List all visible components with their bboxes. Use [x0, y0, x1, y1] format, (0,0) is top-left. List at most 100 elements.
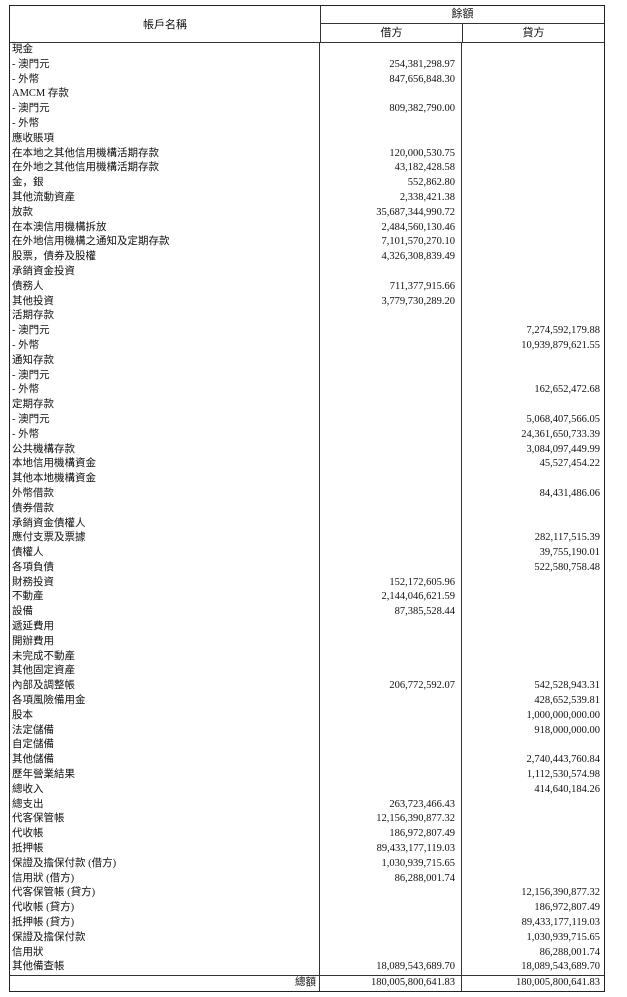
account-name: 其他固定資產 [10, 664, 320, 680]
total-row: 總額 180,005,800,641.83 180,005,800,641.83 [10, 975, 604, 991]
table-row: 金，銀 552,862.80 [10, 176, 604, 191]
credit-amount [462, 250, 604, 265]
debit-amount [320, 338, 462, 354]
credit-amount [462, 265, 604, 280]
debit-amount [320, 353, 462, 369]
debit-amount: 206,772,592.07 [320, 679, 462, 695]
debit-amount: 120,000,530.75 [320, 146, 462, 162]
table-row: - 澳門元 809,382,790.00 [10, 102, 604, 117]
account-name: 定期存款 [10, 398, 320, 413]
table-row: 保證及擔保付款 1,030,939,715.65 [10, 930, 604, 946]
debit-amount [320, 531, 462, 547]
table-row: 活期存款 [10, 309, 604, 325]
debit-amount: 552,862.80 [320, 176, 462, 191]
table-row: 各項負債 522,580,758.48 [10, 560, 604, 576]
credit-amount: 3,084,097,449.99 [526, 443, 601, 455]
credit-amount: 89,433,177,119.03 [521, 917, 600, 929]
debit-amount: 18,089,543,689.70 [320, 960, 462, 976]
table-row: 其他本地機構資金 [10, 472, 604, 487]
credit-amount: 86,288,001.74 [539, 946, 600, 958]
account-name: 總支出 [10, 797, 320, 813]
credit-amount: 18,089,543,689.70 [521, 961, 600, 973]
account-name: 不動產 [10, 590, 320, 606]
account-name: 代收帳 [10, 827, 320, 843]
debit-amount [320, 620, 462, 635]
table-row: - 澳門元 254,381,298.97 [10, 57, 604, 73]
credit-amount [462, 827, 604, 842]
account-name: 其他投資 [10, 294, 320, 310]
debit-amount [320, 412, 462, 428]
account-name: 內部及調整帳 [10, 679, 320, 695]
table-row: 在外地之其他信用機構活期存款 43,182,428.58 [10, 161, 604, 177]
debit-amount [320, 457, 462, 473]
credit-amount: 1,000,000,000.00 [526, 709, 601, 721]
debit-amount [320, 782, 462, 798]
debit-amount [320, 708, 462, 724]
table-row: 設備 87,385,528.44 [10, 605, 604, 621]
account-name: 其他流動資產 [10, 190, 320, 206]
debit-amount [320, 886, 462, 902]
debit-amount: 43,182,428.58 [320, 161, 462, 177]
table-row: - 外幣 847,656,848.30 [10, 72, 604, 88]
table-row: 現金 [10, 43, 604, 58]
credit-amount [462, 369, 604, 384]
debit-amount: 86,288,001.74 [320, 871, 462, 887]
credit-amount: 414,640,184.26 [534, 783, 600, 795]
table-row: 信用狀 (借方) 86,288,001.74 [10, 871, 604, 887]
table-row: 不動產 2,144,046,621.59 [10, 590, 604, 606]
table-row: 放款 35,687,344,990.72 [10, 205, 604, 221]
debit-amount: 87,385,528.44 [320, 605, 462, 621]
credit-amount [462, 191, 604, 206]
table-row: 代收帳 (貸方) 186,972,807.49 [10, 901, 604, 917]
table-row: 財務投資 152,172,605.96 [10, 575, 604, 591]
account-name: 抵押帳 [10, 842, 320, 857]
debit-amount: 2,484,560,130.46 [320, 220, 462, 236]
account-name: 金，銀 [10, 176, 320, 191]
debit-amount: 711,377,915.66 [320, 279, 462, 295]
account-name: - 外幣 [10, 427, 320, 443]
account-name: 自定儲備 [10, 738, 320, 754]
debit-amount [320, 427, 462, 443]
table-row: 股本 1,000,000,000.00 [10, 708, 604, 724]
table-row: 信用狀 86,288,001.74 [10, 945, 604, 961]
credit-amount: 918,000,000.00 [534, 724, 600, 736]
debit-amount: 35,687,344,990.72 [320, 205, 462, 221]
account-name: 開辦費用 [10, 634, 320, 650]
account-name: 各項負債 [10, 560, 320, 576]
debit-amount [320, 753, 462, 769]
credit-amount: 24,361,650,733.39 [521, 428, 600, 440]
table-row: - 外幣 24,361,650,733.39 [10, 427, 604, 443]
account-name: 承銷資金債權人 [10, 516, 320, 532]
credit-amount [462, 58, 604, 73]
credit-amount: 39,755,190.01 [539, 547, 600, 559]
account-name: - 澳門元 [10, 368, 320, 384]
account-name: 債務人 [10, 279, 320, 295]
account-name: - 外幣 [10, 383, 320, 399]
credit-amount [462, 102, 604, 117]
credit-amount: 10,939,879,621.55 [521, 339, 600, 351]
credit-amount [462, 309, 604, 324]
debit-amount [320, 131, 462, 147]
table-row: 股票，債券及股權 4,326,308,839.49 [10, 250, 604, 265]
debit-amount: 847,656,848.30 [320, 72, 462, 88]
credit-amount [462, 517, 604, 532]
account-name: 保證及擔保付款 [10, 930, 320, 946]
header-debit: 借方 [321, 24, 463, 42]
table-row: 代收帳 186,972,807.49 [10, 827, 604, 843]
table-row: 歷年營業結果 1,112,530,574.98 [10, 768, 604, 783]
credit-amount [462, 664, 604, 679]
credit-amount: 45,527,454.22 [539, 458, 600, 470]
table-row: AMCM 存款 [10, 87, 604, 103]
table-row: 承銷資金債權人 [10, 516, 604, 532]
credit-amount [462, 605, 604, 620]
credit-amount [462, 132, 604, 147]
debit-amount: 7,101,570,270.10 [320, 235, 462, 251]
table-row: - 外幣 [10, 116, 604, 132]
table-row: 債務人 711,377,915.66 [10, 279, 604, 295]
table-row: - 外幣 162,652,472.68 [10, 383, 604, 399]
credit-amount [462, 812, 604, 827]
account-name: 其他儲備 [10, 753, 320, 769]
debit-amount: 186,972,807.49 [320, 827, 462, 843]
header-credit: 貸方 [522, 27, 545, 39]
credit-amount [462, 398, 604, 413]
